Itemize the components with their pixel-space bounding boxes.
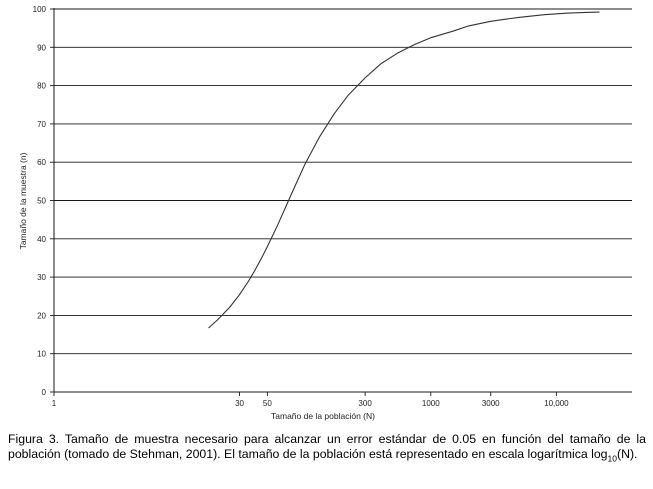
y-tick-label: 40	[37, 235, 46, 244]
x-tick-label: 3000	[482, 399, 500, 408]
y-tick-label: 100	[33, 5, 47, 14]
x-tick-label: 1000	[422, 399, 440, 408]
grid	[54, 8, 632, 355]
y-tick-label: 70	[37, 120, 46, 129]
y-tick-label: 30	[37, 273, 46, 282]
y-tick-label: 0	[42, 388, 47, 397]
ticks: 0 10 20 30 40 50 60 70 80 90 100 1 30 50 300 1000 3000 10…	[33, 5, 570, 408]
caption-subscript: 10	[607, 452, 617, 463]
series-line	[208, 11, 600, 329]
chart-svg: 0 10 20 30 40 50 60 70 80 90 100 1 30 50 300 1000 3000 10…	[18, 5, 632, 421]
y-tick-label: 80	[37, 82, 46, 91]
x-axis-label: Tamaño de la población (N)	[271, 411, 375, 421]
y-tick-label: 10	[37, 350, 46, 359]
x-tick-label: 50	[263, 399, 272, 408]
x-tick-label: 10,000	[544, 399, 569, 408]
x-tick-label: 1	[52, 399, 57, 408]
series	[208, 11, 600, 329]
y-tick-label: 20	[37, 311, 46, 320]
x-tick-label: 30	[235, 399, 244, 408]
caption-lead: Figura 3. Tamaño de muestra necesario pa…	[8, 432, 646, 461]
caption-tail: (N).	[616, 446, 638, 461]
y-tick-label: 60	[37, 158, 46, 167]
y-tick-label: 50	[37, 197, 46, 206]
x-tick-label: 300	[358, 399, 372, 408]
figure-caption: Figura 3. Tamaño de muestra necesario pa…	[8, 432, 646, 463]
chart: 0 10 20 30 40 50 60 70 80 90 100 1 30 50 300 1000 3000 10…	[18, 5, 632, 421]
y-tick-label: 90	[37, 43, 46, 52]
y-axis-label: Tamaño de la muestra (n)	[18, 152, 28, 249]
axes	[53, 8, 632, 393]
